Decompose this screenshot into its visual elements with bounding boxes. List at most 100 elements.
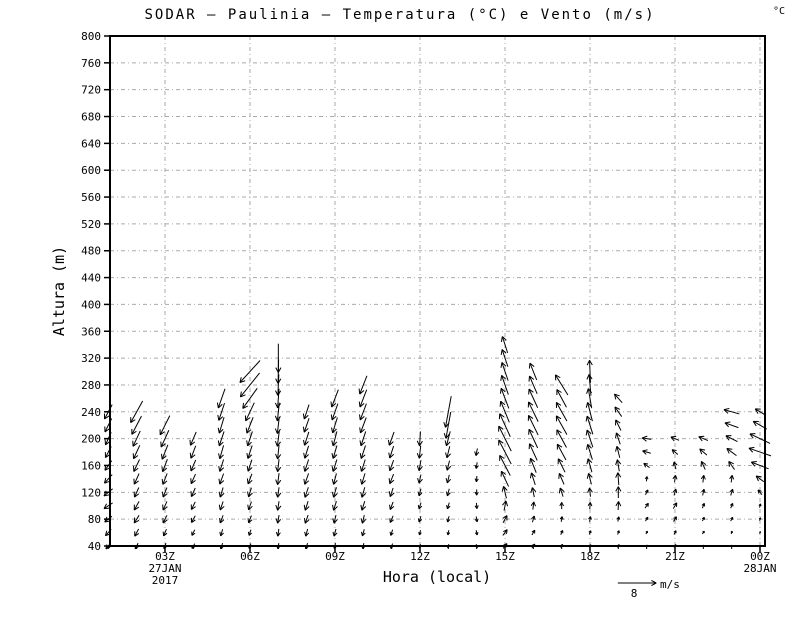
wind-vector-h6-z160 xyxy=(246,459,253,472)
wind-vector-h2-z120 xyxy=(133,487,140,498)
wind-vector-head xyxy=(134,533,140,537)
wind-vector-shaft xyxy=(501,375,509,395)
wind-vector-shaft xyxy=(446,460,451,471)
wind-vector-head xyxy=(651,582,657,587)
wind-vector-head xyxy=(699,448,703,455)
wind-vector-h18-z220 xyxy=(585,415,594,435)
wind-vector-h13-z160 xyxy=(445,460,452,471)
wind-vector-head xyxy=(248,532,253,536)
wind-vector-h22-z120 xyxy=(701,488,706,496)
wind-vector-h13-z180 xyxy=(445,446,451,459)
wind-vector-head xyxy=(701,460,707,466)
wind-vector-head xyxy=(588,530,592,533)
wind-vector-shaft xyxy=(614,406,623,417)
x-axis-date-label-27JAN: 27JAN xyxy=(148,562,181,575)
wind-vector-head xyxy=(239,380,246,384)
wind-vector-head xyxy=(105,546,111,550)
wind-vector-head xyxy=(748,446,755,449)
wind-vector-head xyxy=(333,506,338,511)
wind-vector-h1-z200 xyxy=(104,432,112,446)
wind-vector-head xyxy=(247,454,253,459)
wind-vector-shaft xyxy=(444,396,452,428)
wind-vector-shaft xyxy=(588,473,592,485)
wind-vector-head xyxy=(304,454,310,459)
wind-vector-head xyxy=(672,461,675,467)
wind-vector-head xyxy=(190,467,196,472)
wind-vector-head xyxy=(331,453,334,459)
wind-vector-h16-z120 xyxy=(530,487,537,498)
wind-vector-shaft xyxy=(248,501,252,510)
wind-vector-head xyxy=(614,406,617,413)
wind-vector-head xyxy=(360,478,363,485)
wind-vector-head xyxy=(528,401,534,406)
wind-vector-head xyxy=(190,441,196,446)
wind-vector-head xyxy=(417,518,420,523)
wind-vector-shaft xyxy=(304,459,310,472)
wind-vector-head xyxy=(555,374,561,379)
wind-vector-head xyxy=(476,478,479,483)
wind-vector-h24-z60 xyxy=(759,531,762,534)
wind-vector-h14-z180 xyxy=(474,448,480,456)
wind-vector-head xyxy=(303,518,306,524)
wind-vector-head xyxy=(246,429,252,434)
wind-vector-h22-z180 xyxy=(699,448,708,456)
wind-vector-h2-z160 xyxy=(133,459,140,472)
wind-vector-h20-z60 xyxy=(645,530,648,535)
wind-vector-head xyxy=(277,466,282,472)
wind-vector-h18-z200 xyxy=(585,429,594,448)
wind-vector-shaft xyxy=(670,436,680,441)
wind-vector-head xyxy=(133,480,139,485)
wind-vector-head xyxy=(645,516,649,520)
wind-vector-shaft xyxy=(672,502,678,509)
wind-vector-head xyxy=(131,430,137,435)
wind-vector-head xyxy=(729,475,733,480)
wind-vector-shaft xyxy=(219,473,225,485)
wind-vector-shaft xyxy=(133,445,141,459)
wind-vector-h16-z160 xyxy=(529,457,537,473)
wind-vector-h3-z80 xyxy=(162,515,168,524)
wind-vector-head xyxy=(503,543,508,546)
wind-vector-h14-z120 xyxy=(474,489,479,496)
wind-vector-head xyxy=(475,451,480,456)
wind-vector-head xyxy=(616,445,621,451)
wind-vector-shaft xyxy=(616,446,621,458)
wind-vector-shaft xyxy=(529,362,538,381)
wind-vector-shaft xyxy=(445,411,452,439)
wind-vector-shaft xyxy=(303,404,310,420)
wind-vector-shaft xyxy=(190,487,196,497)
wind-vector-h4-z120 xyxy=(190,487,197,498)
wind-vector-head xyxy=(645,544,648,547)
y-axis-tick-label-200: 200 xyxy=(81,433,101,446)
x-axis-tick-label-21Z: 21Z xyxy=(665,550,685,563)
wind-vector-head xyxy=(499,413,505,418)
wind-vector-head xyxy=(503,529,508,532)
wind-vector-head xyxy=(418,466,423,472)
wind-vector-head xyxy=(389,466,395,472)
wind-vector-head xyxy=(277,505,282,511)
wind-vector-h20-z120 xyxy=(644,489,649,495)
wind-vector-shaft xyxy=(359,375,368,395)
wind-vector-head xyxy=(587,444,592,449)
wind-vector-head xyxy=(134,519,140,524)
wind-vector-head xyxy=(161,453,163,460)
wind-vector-head xyxy=(759,531,761,533)
wind-vector-head xyxy=(277,390,282,396)
y-axis-tick-label-360: 360 xyxy=(81,325,101,338)
wind-vector-h24-z240 xyxy=(754,408,766,416)
wind-vector-head xyxy=(217,414,220,421)
wind-vector-shaft xyxy=(333,487,337,498)
wind-vector-shaft xyxy=(724,422,739,429)
wind-vector-shaft xyxy=(643,462,650,469)
wind-vector-shaft xyxy=(360,431,367,446)
wind-vector-head xyxy=(104,415,110,420)
wind-vector-head xyxy=(333,532,338,537)
wind-vector-h24-z220 xyxy=(752,420,767,430)
wind-vector-shaft xyxy=(531,515,535,523)
wind-vector-h17-z80 xyxy=(559,516,564,522)
wind-vector-h10-z280 xyxy=(358,375,368,395)
wind-vector-h11-z120 xyxy=(388,487,395,497)
wind-vector-h16-z280 xyxy=(528,375,538,395)
wind-vector-shaft xyxy=(751,461,769,470)
wind-vector-head xyxy=(132,442,138,447)
wind-vector-head xyxy=(104,428,110,433)
